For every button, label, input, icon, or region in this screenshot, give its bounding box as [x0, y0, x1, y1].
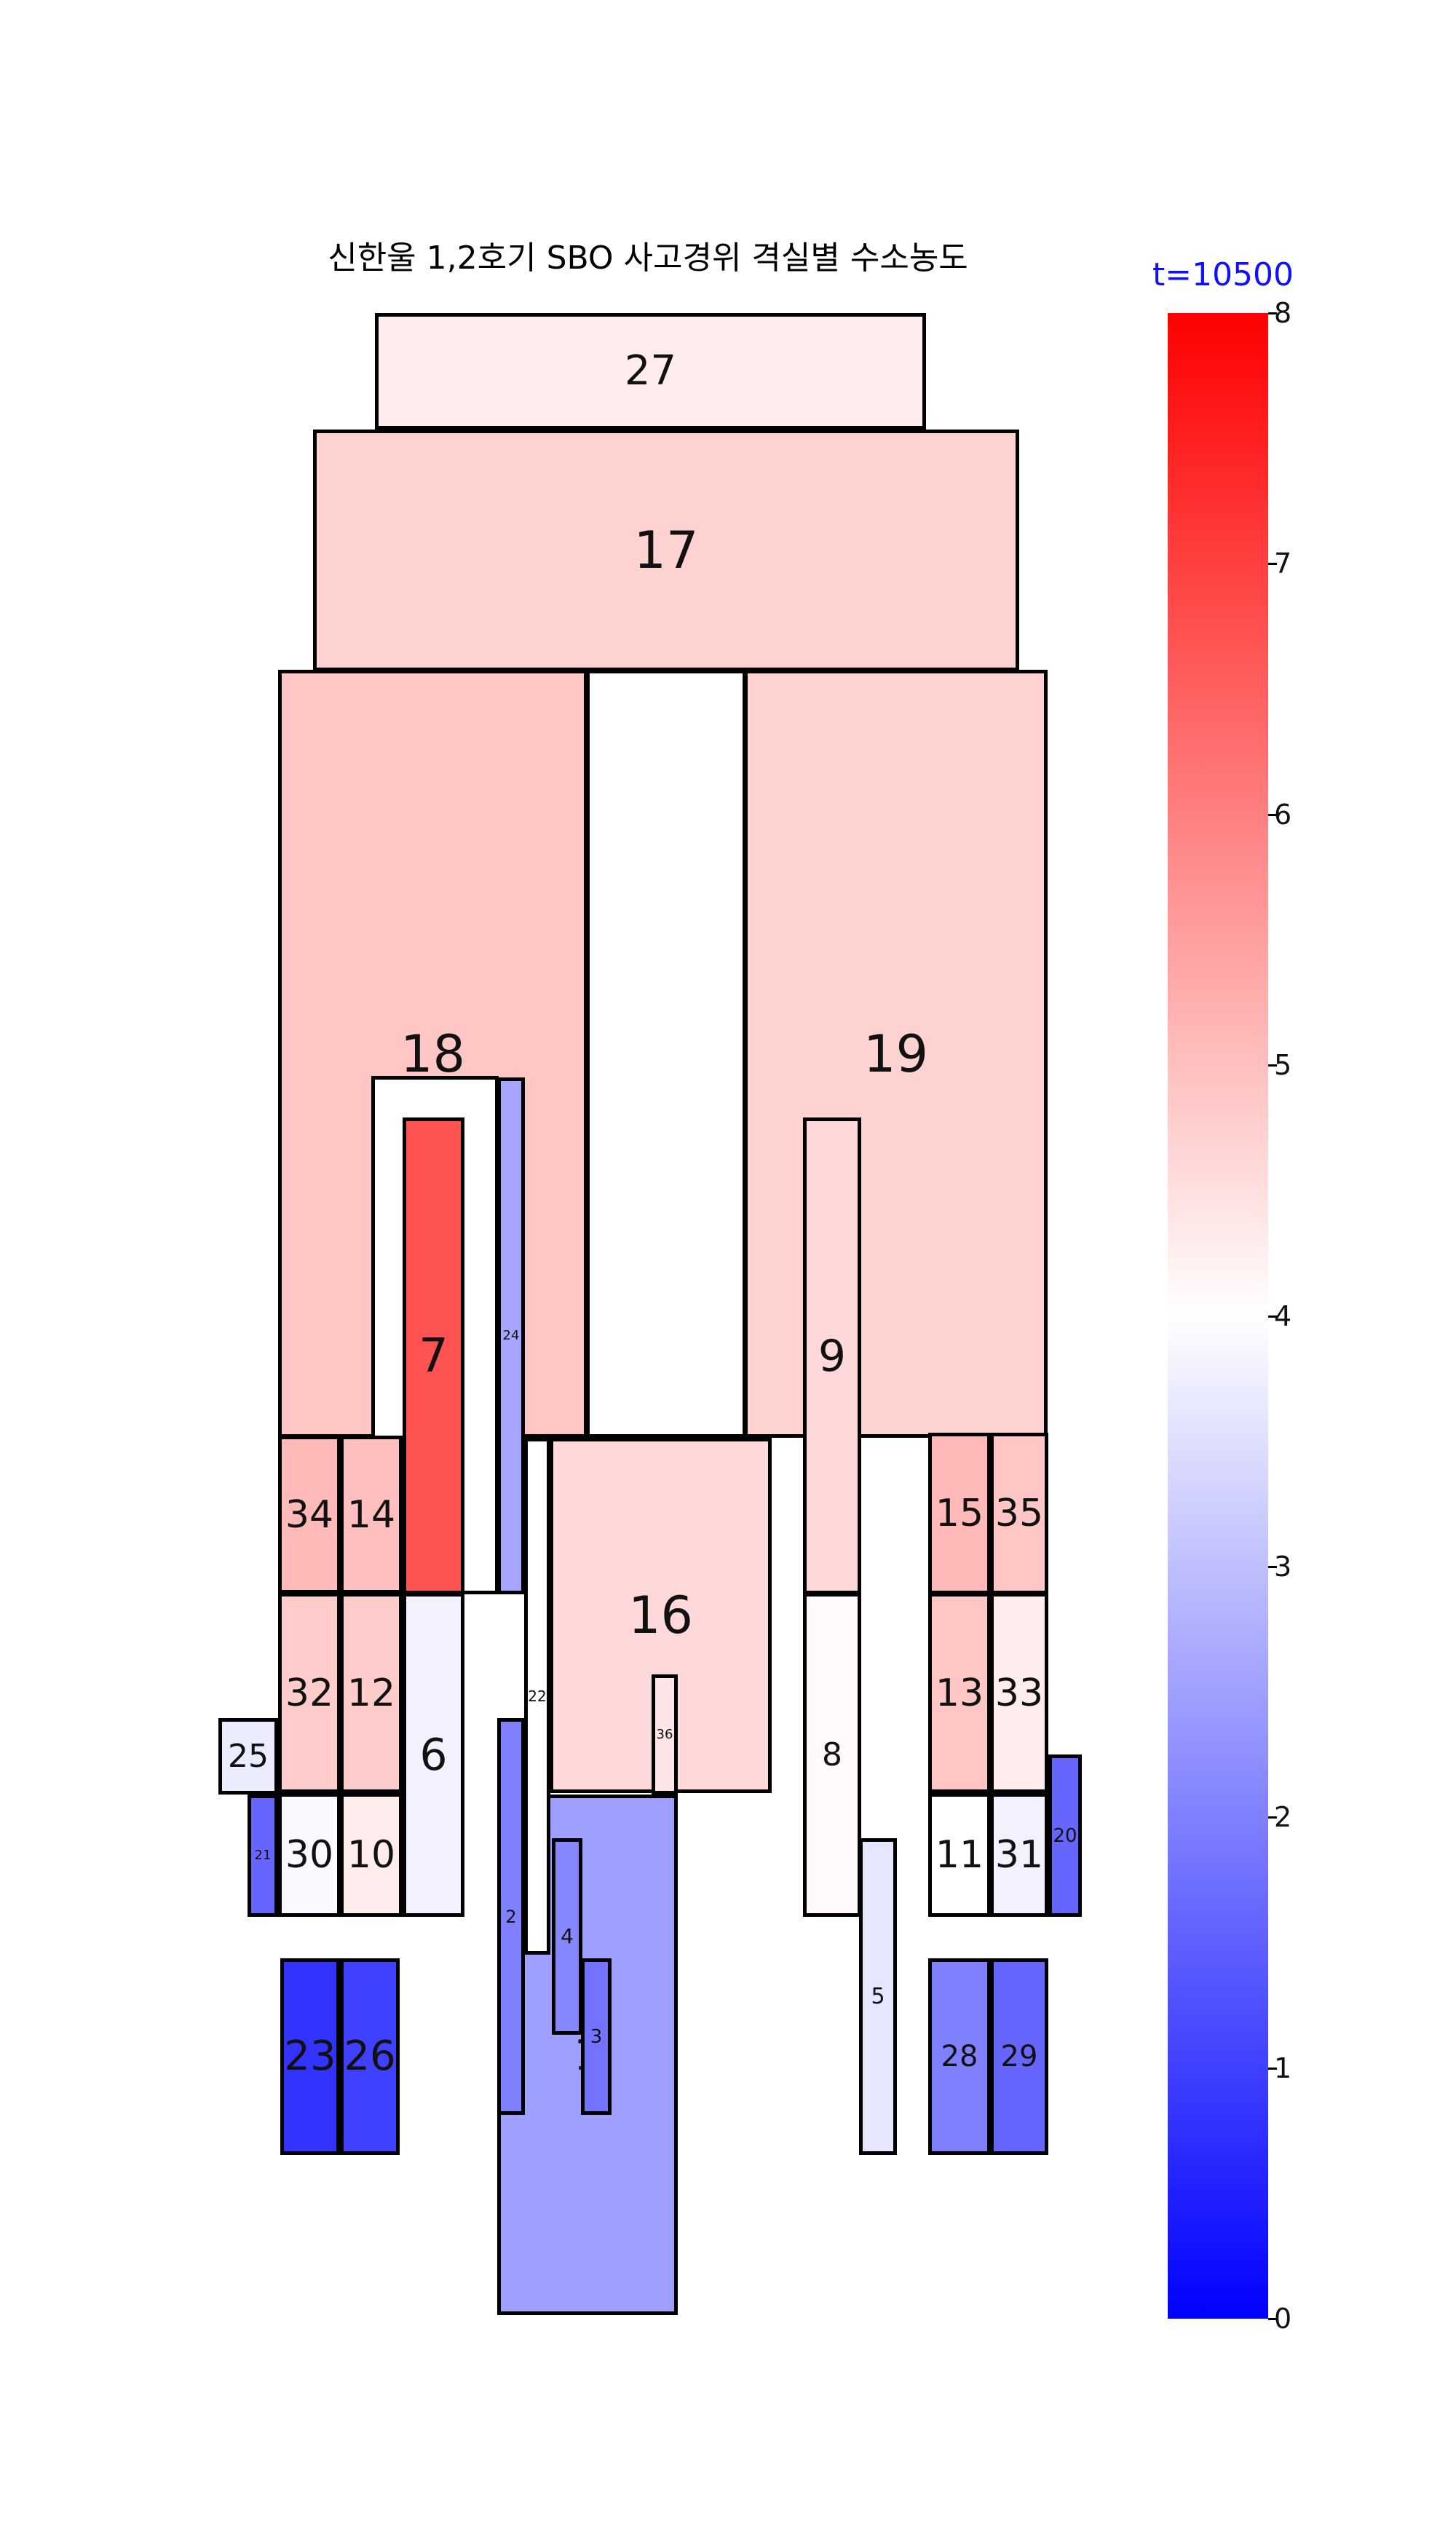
chart-title: 신한울 1,2호기 SBO 사고경위 격실별 수소농도 — [328, 240, 968, 277]
compartment-label: 21 — [254, 1848, 272, 1863]
compartment-6: 6 — [403, 1593, 464, 1917]
compartment-label: 36 — [656, 1726, 673, 1742]
compartment-label: 15 — [935, 1492, 984, 1535]
compartment-7: 7 — [403, 1117, 464, 1594]
compartment-23: 23 — [280, 1958, 340, 2155]
compartment-label: 16 — [628, 1586, 694, 1645]
compartment-28: 28 — [928, 1958, 991, 2155]
compartment-label: 5 — [871, 1983, 885, 2009]
compartment-8: 8 — [803, 1593, 861, 1917]
compartment-14: 14 — [340, 1436, 403, 1594]
colorbar-tick-label: 2 — [1274, 1801, 1292, 1834]
compartment-label: 31 — [994, 1833, 1044, 1877]
compartment-label: 20 — [1053, 1824, 1077, 1847]
compartment-label: 8 — [822, 1736, 842, 1773]
compartment-label: 18 — [400, 1024, 466, 1084]
compartment-36: 36 — [652, 1674, 678, 1795]
compartment-label: 6 — [419, 1729, 448, 1781]
compartment-5: 5 — [859, 1838, 897, 2155]
compartment-label: 22 — [528, 1688, 547, 1705]
colorbar-tick — [1268, 1816, 1277, 1819]
compartment-label: 26 — [344, 2033, 396, 2080]
compartment-24: 24 — [497, 1077, 525, 1594]
colorbar-tick — [1268, 1315, 1277, 1318]
compartment-label: 7 — [419, 1329, 448, 1383]
compartment-35: 35 — [990, 1433, 1048, 1594]
compartment-label: 35 — [994, 1492, 1044, 1535]
compartment-label: 9 — [818, 1330, 847, 1382]
compartment-label: 14 — [347, 1492, 396, 1537]
compartment-9: 9 — [803, 1117, 861, 1594]
colorbar-tick-label: 4 — [1274, 1299, 1292, 1332]
compartment-19: 19 — [744, 670, 1048, 1438]
colorbar-tick-label: 8 — [1274, 297, 1292, 329]
colorbar-tick — [1268, 2067, 1277, 2070]
central-shaft — [586, 670, 746, 1438]
compartment-2: 2 — [497, 1718, 525, 2115]
compartment-17: 17 — [313, 430, 1019, 671]
compartment-label: 13 — [935, 1671, 984, 1715]
compartment-12: 12 — [340, 1593, 403, 1793]
compartment-13: 13 — [928, 1593, 991, 1793]
colorbar-tick — [1268, 1565, 1277, 1568]
compartment-label: 10 — [347, 1833, 396, 1877]
compartment-26: 26 — [340, 1958, 400, 2155]
compartment-label: 11 — [935, 1833, 984, 1877]
compartment-label: 2 — [505, 1906, 517, 1927]
colorbar-tick-label: 6 — [1274, 798, 1292, 831]
colorbar — [1168, 313, 1268, 2319]
compartment-15: 15 — [928, 1433, 991, 1594]
compartment-label: 30 — [285, 1833, 334, 1877]
compartment-10: 10 — [340, 1793, 403, 1917]
colorbar-tick-label: 1 — [1274, 2052, 1292, 2084]
colorbar-tick-label: 7 — [1274, 547, 1292, 580]
colorbar-tick — [1268, 813, 1277, 816]
compartment-label: 34 — [285, 1492, 334, 1537]
compartment-label: 4 — [561, 1924, 574, 1948]
compartment-27: 27 — [375, 313, 926, 430]
compartment-11: 11 — [928, 1793, 991, 1917]
colorbar-tick — [1268, 563, 1277, 566]
compartment-33: 33 — [990, 1593, 1048, 1793]
compartment-20: 20 — [1048, 1754, 1082, 1917]
colorbar-tick-label: 5 — [1274, 1049, 1292, 1082]
compartment-label: 17 — [633, 521, 699, 580]
compartment-label: 24 — [502, 1328, 520, 1343]
compartment-label: 23 — [284, 2033, 336, 2080]
compartment-label: 3 — [590, 2025, 603, 2048]
colorbar-tick-label: 0 — [1274, 2303, 1292, 2335]
compartment-16: 16 — [550, 1438, 772, 1793]
compartment-30: 30 — [278, 1793, 341, 1917]
compartment-4: 4 — [552, 1838, 582, 2035]
compartment-label: 33 — [994, 1671, 1044, 1715]
compartment-21: 21 — [248, 1795, 278, 1917]
compartment-32: 32 — [278, 1593, 341, 1793]
compartment-29: 29 — [990, 1958, 1048, 2155]
compartment-label: 25 — [228, 1737, 269, 1775]
compartment-label: 19 — [863, 1024, 929, 1084]
compartment-label: 32 — [285, 1671, 334, 1715]
compartment-31: 31 — [990, 1793, 1048, 1917]
compartment-label: 29 — [1000, 2040, 1038, 2073]
compartment-34: 34 — [278, 1436, 341, 1594]
time-label: t=10500 — [1152, 256, 1294, 293]
compartment-3: 3 — [581, 1958, 612, 2115]
colorbar-tick — [1268, 312, 1277, 314]
compartment-22: 22 — [524, 1438, 550, 1955]
compartment-25: 25 — [218, 1718, 278, 1795]
compartment-label: 28 — [941, 2040, 978, 2073]
compartment-label: 12 — [347, 1671, 396, 1715]
colorbar-tick-label: 3 — [1274, 1550, 1292, 1583]
colorbar-tick — [1268, 1064, 1277, 1067]
compartment-label: 27 — [624, 347, 677, 395]
colorbar-tick — [1268, 2318, 1277, 2320]
